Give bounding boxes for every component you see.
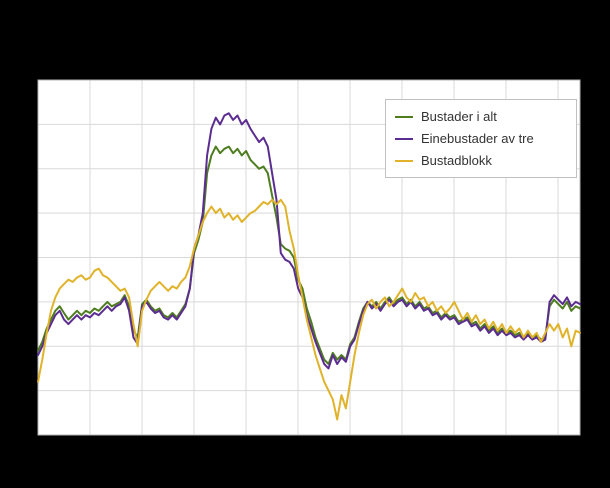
- legend-label: Einebustader av tre: [421, 131, 534, 146]
- legend-label: Bustadblokk: [421, 153, 492, 168]
- legend-line-swatch-green: [395, 115, 413, 118]
- legend-line-swatch-yellow: [395, 159, 413, 162]
- legend-item-einebustader-av-tre[interactable]: Einebustader av tre: [395, 130, 567, 147]
- legend-label: Bustader i alt: [421, 109, 497, 124]
- legend: Bustader i alt Einebustader av tre Busta…: [385, 99, 577, 178]
- legend-line-swatch-purple: [395, 137, 413, 140]
- legend-item-bustadblokk[interactable]: Bustadblokk: [395, 152, 567, 169]
- legend-item-bustader-i-alt[interactable]: Bustader i alt: [395, 108, 567, 125]
